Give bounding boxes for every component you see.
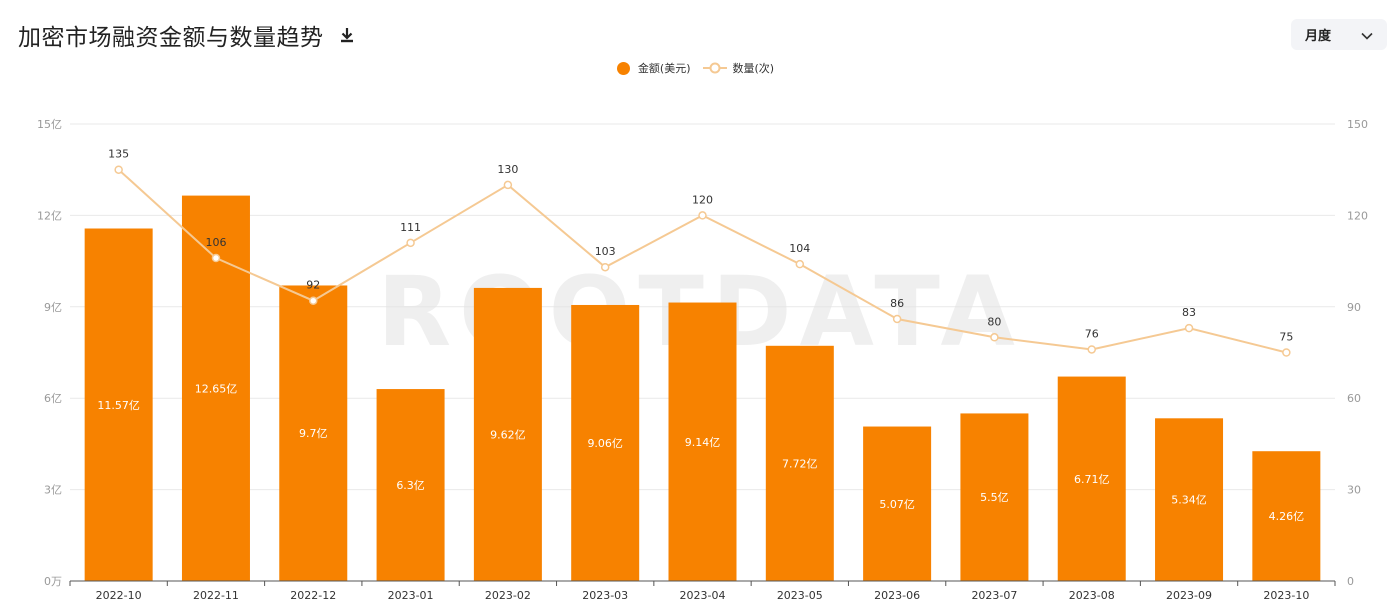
bar [765, 345, 834, 581]
x-tick-label: 2022-10 [96, 589, 142, 602]
count-point [406, 238, 415, 248]
bar [1252, 451, 1321, 581]
bar-data-label: 4.26亿 [1269, 510, 1305, 523]
bar-data-label: 5.07亿 [879, 498, 915, 511]
x-tick-label: 2023-08 [1069, 589, 1115, 602]
bar-data-label: 7.72亿 [782, 457, 818, 470]
y-right-tick-label: 30 [1347, 484, 1361, 497]
count-data-label: 106 [205, 236, 226, 249]
bar [84, 228, 153, 581]
bar [960, 413, 1029, 581]
count-point [795, 259, 805, 269]
bar [1155, 418, 1224, 581]
count-data-label: 130 [497, 163, 518, 176]
x-tick-label: 2023-06 [874, 589, 920, 602]
count-data-label: 104 [789, 242, 810, 255]
y-right-tick-label: 120 [1347, 209, 1368, 222]
count-data-label: 103 [595, 245, 616, 258]
x-tick-label: 2022-11 [193, 589, 239, 602]
line-layer: 135 106 92 111 130 103 120 104 86 80 76 83 75 [108, 148, 1293, 357]
axis-layer: 0万 3亿 6亿 9亿 12亿 15亿 0 30 60 90 120 150 2022-10 2022-1… [37, 118, 1368, 602]
count-data-label: 86 [890, 297, 904, 310]
count-point [114, 165, 123, 174]
count-point [503, 180, 513, 190]
count-data-label: 111 [400, 221, 421, 234]
y-left-tick-label: 12亿 [37, 209, 62, 222]
count-point [892, 314, 902, 324]
legend-item-amount[interactable]: 金额(美元) [616, 60, 691, 76]
bar-data-label: 6.71亿 [1074, 473, 1110, 486]
count-data-label: 135 [108, 148, 129, 161]
count-point [309, 296, 318, 305]
y-left-tick-label: 6亿 [44, 392, 62, 405]
x-tick-label: 2023-01 [388, 589, 434, 602]
count-data-label: 92 [306, 279, 320, 292]
count-point [600, 262, 610, 272]
count-data-label: 76 [1085, 327, 1099, 340]
x-tick-label: 2022-12 [290, 589, 336, 602]
x-tick-label: 2023-09 [1166, 589, 1212, 602]
y-left-tick-label: 15亿 [37, 118, 62, 131]
legend-swatch-count [702, 62, 727, 74]
bar-data-label: 6.3亿 [396, 479, 425, 492]
x-tick-label: 2023-04 [680, 589, 726, 602]
count-point [698, 211, 707, 220]
download-icon[interactable] [336, 24, 358, 46]
x-tick-label: 2023-03 [582, 589, 628, 602]
count-data-label: 80 [987, 315, 1001, 328]
y-right-tick-label: 90 [1347, 301, 1361, 314]
bar-data-label: 5.34亿 [1171, 494, 1207, 507]
y-right-tick-label: 150 [1347, 118, 1368, 131]
bar-layer: 11.57亿 12.65亿 9.7亿 6.3亿 9.62亿 9.06亿 9.14亿 7.72亿… [84, 195, 1321, 581]
y-right-tick-label: 0 [1347, 575, 1354, 588]
bar-data-label: 9.7亿 [299, 427, 328, 440]
y-left-tick-label: 3亿 [44, 484, 62, 497]
bar [668, 302, 737, 581]
bar-data-label: 5.5亿 [980, 491, 1009, 504]
period-select-value: 月度 [1305, 29, 1332, 44]
count-point [1282, 348, 1291, 357]
count-point [211, 253, 221, 263]
count-data-label: 120 [692, 193, 713, 206]
bar [1057, 376, 1126, 581]
y-left-tick-label: 0万 [44, 575, 62, 588]
bar-data-label: 12.65亿 [195, 382, 238, 395]
bar [376, 389, 445, 581]
count-point [990, 333, 999, 342]
bar [863, 426, 932, 581]
period-select[interactable]: 月度 [1291, 19, 1387, 50]
x-tick-label: 2023-05 [777, 589, 823, 602]
count-data-label: 83 [1182, 306, 1196, 319]
legend-swatch-amount [616, 61, 630, 75]
bar-data-label: 11.57亿 [97, 399, 140, 412]
bar [571, 304, 640, 581]
y-right-tick-label: 60 [1347, 392, 1361, 405]
legend-label-count: 数量(次) [732, 62, 775, 75]
title-row: 加密市场融资金额与数量趋势 [18, 18, 358, 52]
legend: 金额(美元) 数量(次) [0, 60, 1391, 76]
x-tick-label: 2023-02 [485, 589, 531, 602]
legend-item-count[interactable]: 数量(次) [702, 60, 775, 76]
x-tick-label: 2023-10 [1263, 589, 1309, 602]
count-data-label: 75 [1279, 331, 1293, 344]
bar-data-label: 9.62亿 [490, 428, 526, 441]
y-left-tick-label: 9亿 [44, 301, 62, 314]
count-point [1184, 323, 1194, 333]
bar [473, 287, 542, 581]
chart-title: 加密市场融资金额与数量趋势 [18, 25, 324, 51]
count-point [1087, 345, 1096, 354]
x-tick-label: 2023-07 [971, 589, 1017, 602]
chevron-down-icon [1361, 25, 1373, 44]
bar [279, 285, 348, 581]
bar-data-label: 9.06亿 [587, 437, 623, 450]
bar-data-label: 9.14亿 [685, 436, 721, 449]
legend-label-amount: 金额(美元) [637, 62, 691, 75]
